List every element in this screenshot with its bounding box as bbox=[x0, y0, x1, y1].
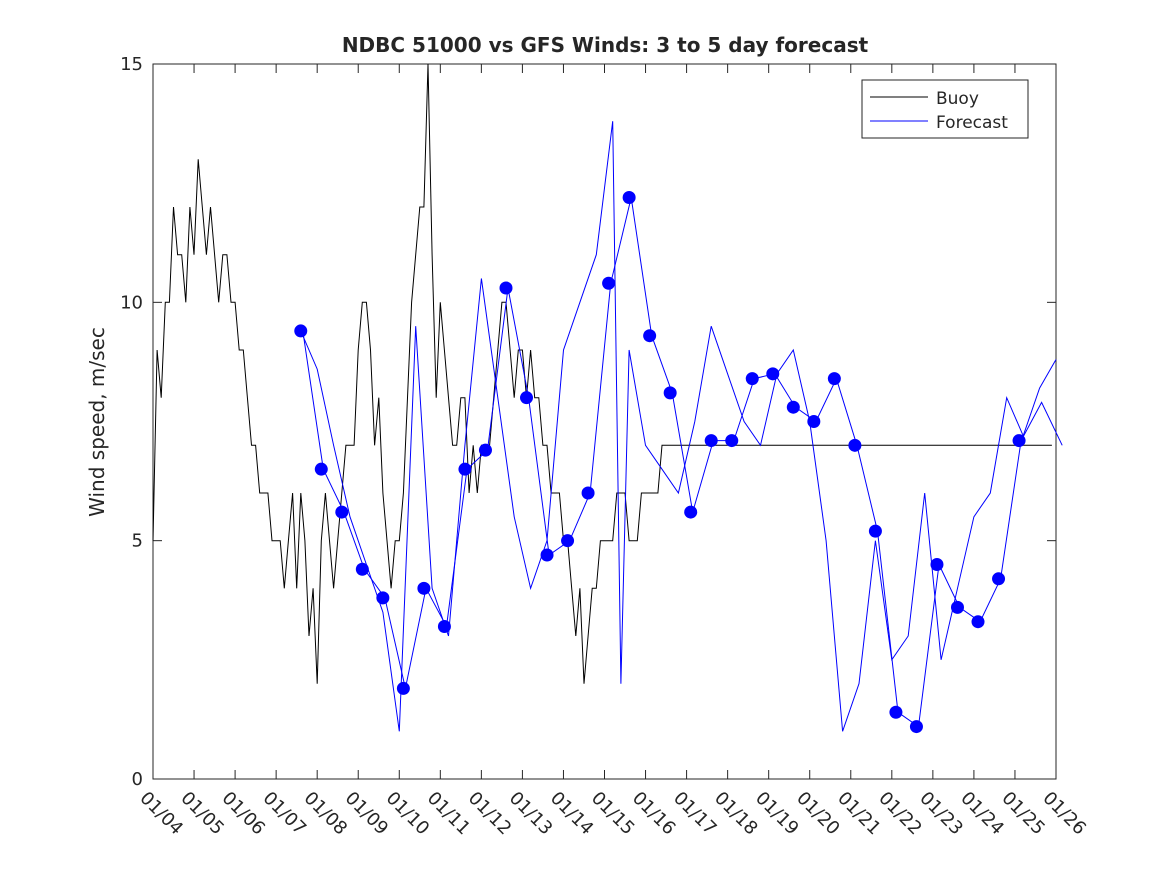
forecast-point bbox=[499, 281, 513, 295]
forecast-series-line bbox=[300, 121, 1057, 732]
legend-buoy-label: Buoy bbox=[936, 89, 979, 109]
forecast-point bbox=[704, 434, 718, 448]
chart-title: NDBC 51000 vs GFS Winds: 3 to 5 day fore… bbox=[342, 33, 869, 57]
forecast-point bbox=[396, 681, 410, 695]
legend-forecast-label: Forecast bbox=[936, 113, 1008, 133]
buoy-series-line bbox=[152, 63, 1052, 684]
forecast-point bbox=[950, 600, 964, 614]
forecast-point bbox=[417, 581, 431, 595]
forecast-point bbox=[602, 276, 616, 290]
forecast-point bbox=[827, 372, 841, 386]
forecast-point bbox=[458, 462, 472, 476]
forecast-point bbox=[561, 534, 575, 548]
forecast-point bbox=[807, 415, 821, 428]
forecast-point bbox=[930, 558, 944, 571]
forecast-point bbox=[643, 329, 657, 343]
forecast-point bbox=[663, 386, 677, 400]
forecast-point bbox=[725, 434, 739, 448]
y-tick-label: 0 bbox=[132, 769, 143, 790]
y-tick-label: 15 bbox=[120, 54, 143, 75]
forecast-point bbox=[520, 391, 534, 405]
forecast-point bbox=[868, 524, 882, 538]
legend-box bbox=[861, 79, 1029, 139]
forecast-point bbox=[909, 720, 923, 734]
forecast-point bbox=[766, 367, 780, 381]
forecast-series-line bbox=[302, 197, 1063, 728]
forecast-point bbox=[971, 615, 985, 629]
forecast-point bbox=[376, 591, 390, 605]
forecast-point bbox=[745, 372, 759, 386]
forecast-point bbox=[540, 548, 554, 562]
forecast-point bbox=[437, 619, 451, 633]
forecast-point bbox=[889, 705, 903, 719]
y-tick-label: 10 bbox=[120, 292, 143, 313]
forecast-point bbox=[622, 190, 636, 204]
forecast-point bbox=[314, 462, 328, 476]
forecast-point bbox=[294, 324, 308, 338]
forecast-point bbox=[478, 443, 492, 457]
forecast-point bbox=[355, 562, 369, 576]
forecast-point bbox=[848, 438, 862, 452]
legend: Buoy Forecast bbox=[861, 79, 1029, 139]
y-tick-label: 5 bbox=[132, 531, 143, 552]
y-axis-label: Wind speed, m/sec bbox=[85, 327, 109, 517]
forecast-point bbox=[581, 486, 595, 500]
forecast-point bbox=[1012, 434, 1026, 448]
forecast-point bbox=[335, 505, 349, 519]
forecast-point bbox=[992, 572, 1006, 586]
forecast-point bbox=[684, 505, 698, 519]
forecast-point bbox=[786, 400, 800, 414]
